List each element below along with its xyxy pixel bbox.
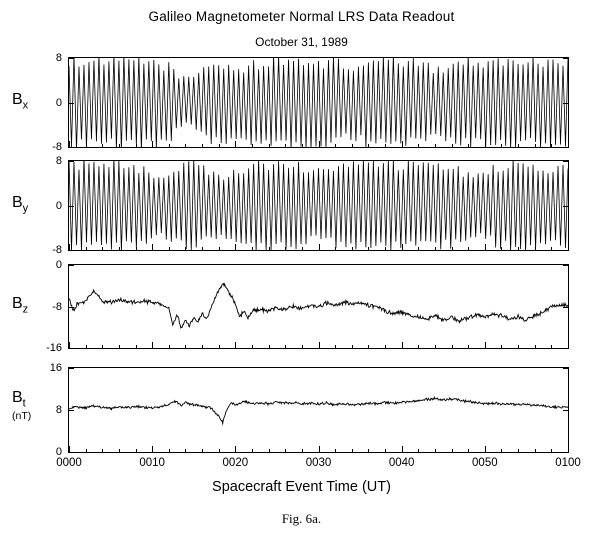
y-axis-label-by: By (12, 194, 64, 215)
y-axis-label-bt: Bt (nT) (12, 389, 64, 422)
chart-subtitle: October 31, 1989 (255, 35, 348, 49)
y-tick-label: 8 (55, 155, 62, 167)
x-tick-label-0010: 0010 (139, 457, 165, 469)
y-tick-label: -16 (46, 342, 62, 354)
panel-by-plot (68, 160, 569, 251)
y-tick-label: 0 (55, 446, 62, 458)
axis-label-letter: B (12, 91, 23, 109)
y-axis-label-bz: Bz (12, 295, 64, 316)
axis-label-subscript: t (22, 397, 26, 410)
y-tick-label: -8 (52, 141, 62, 153)
panel-bz-plot (68, 264, 569, 349)
y-tick-label: 0 (55, 199, 62, 212)
y-tick-label: 0 (55, 96, 62, 109)
figure-caption: Fig. 6a. (281, 511, 322, 526)
axis-label-subscript: z (22, 303, 29, 316)
x-tick-label-0040: 0040 (388, 457, 415, 469)
axis-label-subscript: x (22, 99, 29, 112)
axis-label-letter: B (12, 389, 23, 407)
y-tick-label: 8 (55, 52, 62, 64)
axis-label-subscript: y (22, 202, 29, 215)
panel-bx-plot (68, 57, 569, 148)
x-axis-title: Spacecraft Event Time (UT) (212, 479, 391, 495)
y-tick-label: -8 (52, 300, 62, 313)
axis-label-letter: B (12, 295, 23, 313)
y-tick-label: 0 (55, 259, 62, 271)
x-tick-label-0000: 0000 (56, 457, 82, 469)
chart-title: Galileo Magnetometer Normal LRS Data Rea… (148, 9, 455, 24)
y-axis-unit: (nT) (12, 409, 32, 422)
x-tick-label-0100: 0100 (555, 457, 581, 469)
panel-bt-plot (68, 367, 569, 453)
x-tick-label-0020: 0020 (222, 457, 249, 469)
y-tick-label: 16 (49, 362, 62, 374)
axis-label-letter: B (12, 194, 23, 212)
y-axis-label-bx: Bx (12, 91, 64, 112)
x-tick-label-0030: 0030 (305, 457, 332, 469)
y-tick-label: 8 (55, 404, 62, 416)
y-tick-label: -8 (52, 244, 62, 256)
x-tick-label-0050: 0050 (472, 457, 498, 469)
